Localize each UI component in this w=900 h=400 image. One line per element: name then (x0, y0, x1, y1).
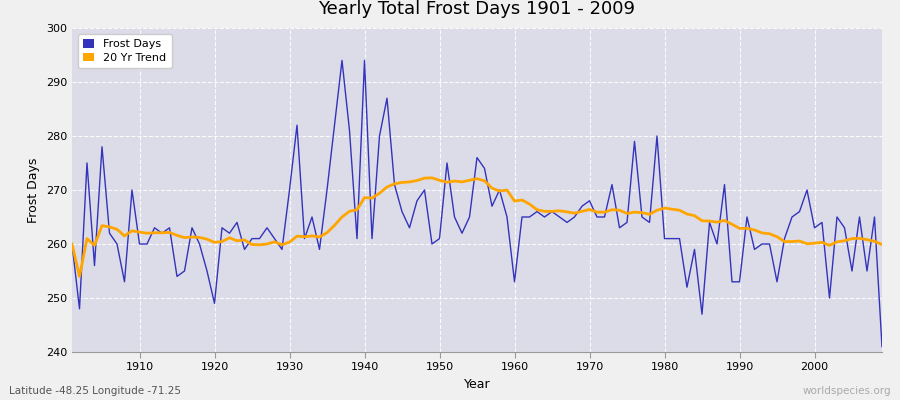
Line: 20 Yr Trend: 20 Yr Trend (72, 178, 882, 276)
Text: Latitude -48.25 Longitude -71.25: Latitude -48.25 Longitude -71.25 (9, 386, 181, 396)
Title: Yearly Total Frost Days 1901 - 2009: Yearly Total Frost Days 1901 - 2009 (319, 0, 635, 18)
Y-axis label: Frost Days: Frost Days (27, 157, 40, 223)
Frost Days (509, 279, 520, 284)
Frost Days (337, 58, 347, 63)
20 Yr Trend (427, 176, 437, 180)
Frost Days (127, 188, 138, 192)
20 Yr Trend (74, 274, 85, 279)
Frost Days (877, 344, 887, 349)
20 Yr Trend (299, 234, 310, 239)
20 Yr Trend (517, 198, 527, 202)
20 Yr Trend (524, 202, 535, 206)
Frost Days (292, 123, 302, 128)
Text: worldspecies.org: worldspecies.org (803, 386, 891, 396)
Frost Days (344, 128, 355, 133)
20 Yr Trend (877, 242, 887, 247)
Frost Days (607, 182, 617, 187)
Frost Days (67, 242, 77, 246)
20 Yr Trend (614, 208, 625, 213)
X-axis label: Year: Year (464, 378, 490, 391)
Legend: Frost Days, 20 Yr Trend: Frost Days, 20 Yr Trend (77, 34, 172, 68)
20 Yr Trend (134, 230, 145, 234)
Line: Frost Days: Frost Days (72, 60, 882, 346)
20 Yr Trend (344, 209, 355, 214)
Frost Days (517, 214, 527, 219)
20 Yr Trend (67, 242, 77, 246)
